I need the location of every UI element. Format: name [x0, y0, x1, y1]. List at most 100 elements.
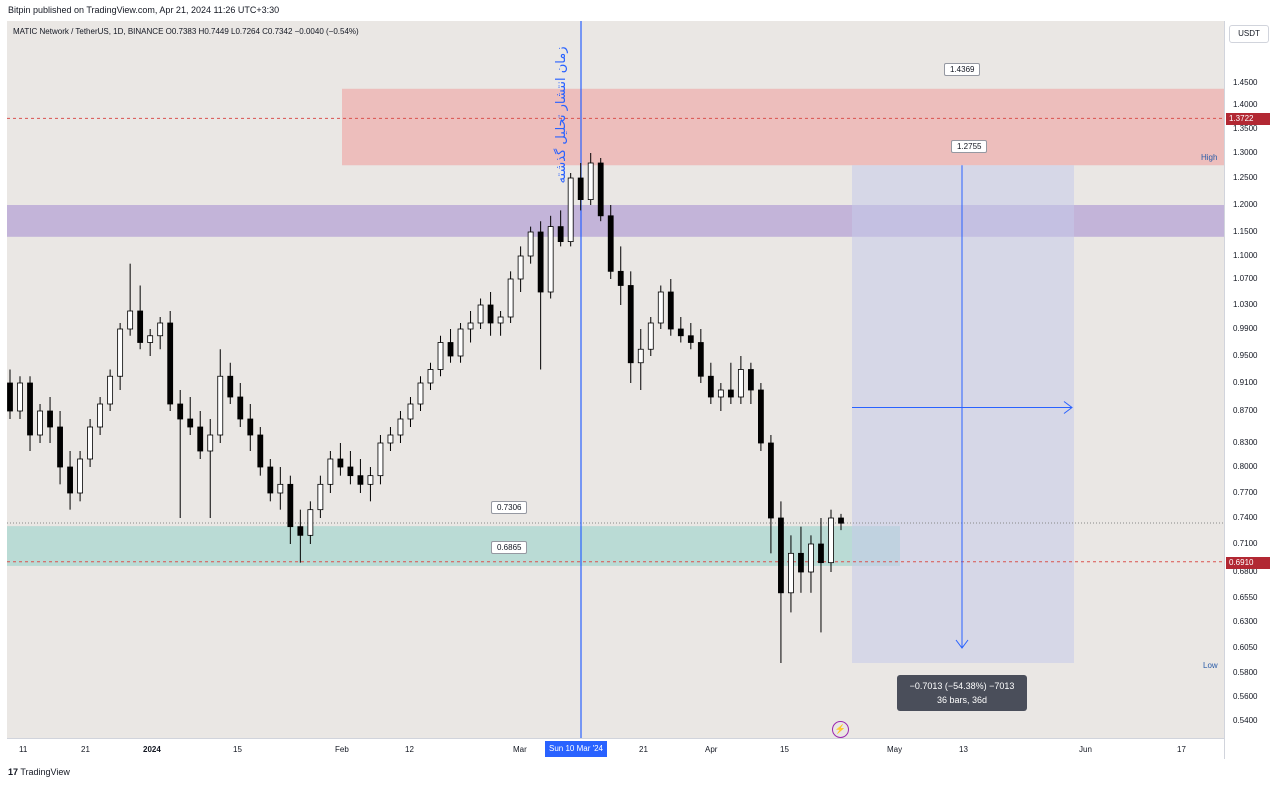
price-tick: 0.6800	[1233, 567, 1258, 576]
candle-body	[247, 418, 254, 436]
candle-body	[477, 304, 484, 324]
lightning-icon[interactable]: ⚡	[832, 721, 849, 738]
candle-body	[838, 517, 844, 524]
callout-green-bottom[interactable]: 0.6865	[491, 541, 528, 554]
candle-body	[67, 466, 73, 494]
candle-body	[97, 403, 104, 428]
candle-body	[287, 483, 294, 528]
candle-body	[567, 177, 574, 242]
vertical-annotation: زمان انتشار تحلیل گذشته	[553, 46, 569, 183]
candle-body	[317, 483, 324, 511]
time-tick: 13	[959, 745, 968, 754]
price-axis[interactable]: USDT 1.4500 1.4000 1.3500 1.3000 1.2500 1.200…	[1224, 21, 1276, 759]
time-tick: 15	[233, 745, 242, 754]
candle-body	[778, 517, 784, 594]
candle-body	[37, 410, 43, 436]
candle-body	[577, 177, 584, 201]
price-tick: 0.6550	[1233, 593, 1258, 602]
low-label: Low	[1203, 661, 1218, 670]
plot-area[interactable]: MATIC Network / TetherUS, 1D, BINANCE O0…	[7, 21, 1224, 738]
price-tick: 1.3500	[1233, 124, 1258, 133]
time-tick: 11	[19, 745, 28, 754]
candle-body	[77, 458, 83, 494]
price-tick: 0.7400	[1233, 513, 1258, 522]
candle-body	[87, 426, 93, 460]
candle-body	[798, 552, 804, 573]
callout-high[interactable]: 1.2755	[951, 140, 988, 153]
price-tick: 0.8000	[1233, 462, 1258, 471]
price-tick: 0.7100	[1233, 539, 1258, 548]
candle-body	[768, 442, 774, 519]
measure-line1: −0.7013 (−54.38%) −7013	[909, 681, 1015, 691]
candle-body	[717, 389, 724, 398]
tradingview-icon: 17	[8, 767, 19, 777]
price-tick: 1.4000	[1233, 100, 1258, 109]
candlestick-chart[interactable]	[7, 21, 1224, 738]
tradingview-logo[interactable]: 17 TradingView	[8, 767, 70, 777]
callout-top[interactable]: 1.4369	[944, 63, 981, 76]
candle-body	[657, 291, 664, 324]
time-tick: 21	[81, 745, 90, 754]
callout-green-top[interactable]: 0.7306	[491, 501, 528, 514]
candle-body	[617, 270, 624, 286]
price-tick: 1.1000	[1233, 251, 1258, 260]
price-tick: 0.7700	[1233, 488, 1258, 497]
price-tick: 0.8700	[1233, 406, 1258, 415]
candle-body	[7, 382, 13, 412]
time-tick: Apr	[705, 745, 718, 754]
candle-body	[808, 543, 814, 573]
candle-body	[267, 466, 274, 494]
time-tick: 15	[780, 745, 789, 754]
price-tick: 1.0700	[1233, 274, 1258, 283]
time-tick: May	[887, 745, 903, 754]
candle-body	[707, 375, 714, 398]
time-axis[interactable]: 11 21 2024 15 Feb 12 Mar 21 Apr 15 May 13 Jun 17 Sun …	[7, 738, 1224, 760]
candle-body	[627, 285, 634, 364]
measure-arrowhead-right	[1063, 401, 1073, 414]
price-tick: 1.1500	[1233, 227, 1258, 236]
candle-body	[137, 310, 144, 343]
candle-body	[587, 162, 594, 200]
chart-frame[interactable]: MATIC Network / TetherUS, 1D, BINANCE O0…	[7, 21, 1276, 760]
measure-tooltip: −0.7013 (−54.38%) −7013 36 bars, 36d	[897, 675, 1027, 711]
measure-line2: 36 bars, 36d	[936, 695, 988, 705]
price-tick: 0.5600	[1233, 692, 1258, 701]
time-tick: 21	[639, 745, 648, 754]
time-tick: Mar	[513, 745, 527, 754]
candle-body	[327, 458, 334, 485]
currency-button[interactable]: USDT	[1229, 25, 1269, 43]
candle-body	[828, 517, 834, 564]
candle-body	[397, 418, 404, 436]
candle-body	[497, 316, 504, 324]
candle-body	[337, 458, 344, 468]
candle-body	[637, 348, 644, 364]
candle-body	[597, 162, 604, 217]
vertical-annotation-text: زمان انتشار تحلیل گذشته	[553, 46, 569, 183]
candle-body	[187, 418, 194, 428]
price-tick: 1.2000	[1233, 200, 1258, 209]
price-tick: 1.0300	[1233, 300, 1258, 309]
candle-body	[237, 396, 244, 420]
price-tick: 0.5400	[1233, 716, 1258, 725]
publish-header: Bitpin published on TradingView.com, Apr…	[0, 0, 1280, 22]
candle-body	[727, 389, 734, 398]
candle-body	[157, 322, 164, 337]
red-zone	[342, 88, 1224, 166]
candle-body	[737, 369, 744, 398]
candle-body	[167, 322, 174, 405]
candle-body	[517, 255, 524, 280]
candle-body	[687, 335, 694, 343]
candle-body	[347, 466, 354, 477]
candle-body	[17, 382, 23, 412]
price-tick: 0.5800	[1233, 668, 1258, 677]
price-tick: 1.2500	[1233, 173, 1258, 182]
candle-body	[147, 335, 154, 343]
candle-body	[387, 434, 394, 444]
publisher-text: Bitpin published on TradingView.com, Apr…	[8, 5, 280, 15]
candle-body	[467, 322, 474, 330]
candle-body	[667, 291, 674, 330]
candle-body	[537, 231, 544, 293]
tradingview-brand: TradingView	[20, 767, 70, 777]
candle-body	[758, 389, 764, 444]
candle-body	[547, 226, 554, 293]
